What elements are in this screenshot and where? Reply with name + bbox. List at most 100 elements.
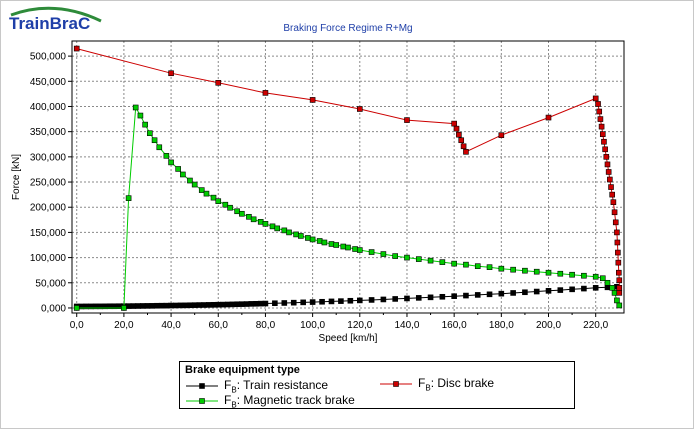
data-point-1 — [234, 208, 240, 215]
data-point-1 — [293, 231, 299, 238]
data-point-0 — [220, 301, 226, 308]
data-point-0 — [439, 293, 446, 300]
data-point-0 — [498, 290, 505, 297]
data-point-1 — [132, 104, 139, 111]
data-point-2 — [262, 90, 269, 96]
data-point-1 — [592, 273, 599, 280]
data-point-1 — [316, 238, 323, 244]
data-point-1 — [321, 239, 328, 246]
data-point-1 — [333, 242, 340, 248]
data-point-1 — [486, 264, 493, 270]
legend-label-text: : Magnetic track brake — [236, 393, 355, 407]
data-point-1 — [415, 256, 422, 262]
data-point-2 — [168, 70, 174, 77]
data-point-2 — [498, 132, 505, 138]
trainbrac-logo: TrainBraC — [9, 6, 102, 33]
data-point-1 — [142, 121, 148, 128]
data-point-1 — [569, 271, 575, 278]
data-point-1 — [168, 159, 174, 166]
data-point-2 — [604, 161, 611, 168]
data-point-2 — [458, 137, 465, 144]
data-point-1 — [352, 246, 358, 252]
data-point-1 — [239, 210, 245, 217]
data-point-1 — [227, 204, 233, 211]
plot-area — [72, 41, 624, 313]
x-tick-label: 180,0 — [489, 320, 514, 331]
data-point-1 — [191, 181, 198, 188]
data-point-2 — [404, 117, 410, 123]
data-point-2 — [615, 249, 621, 256]
data-point-1 — [557, 270, 564, 277]
legend-title: Brake equipment type — [185, 364, 300, 376]
data-point-2 — [601, 138, 607, 145]
data-point-2 — [451, 120, 457, 127]
legend-label: FB: Disc brake — [418, 376, 494, 392]
data-point-2 — [309, 97, 316, 103]
data-point-2 — [607, 176, 613, 183]
data-point-0 — [234, 301, 240, 308]
y-tick-label: 450,000 — [30, 77, 67, 88]
legend-swatch — [186, 398, 218, 404]
data-point-1 — [137, 112, 144, 119]
data-point-0 — [139, 303, 146, 309]
y-tick-label: 350,000 — [30, 127, 67, 138]
data-point-0 — [474, 292, 481, 298]
data-point-1 — [147, 130, 153, 136]
data-point-1 — [156, 144, 163, 151]
data-point-1 — [356, 247, 363, 253]
legend-item-disc-brake: FB: Disc brake — [378, 376, 494, 392]
data-point-0 — [243, 301, 250, 307]
data-point-2 — [609, 191, 616, 198]
data-point-0 — [224, 301, 231, 308]
data-point-1 — [198, 187, 205, 193]
data-point-0 — [319, 298, 325, 305]
data-point-1 — [474, 263, 481, 269]
data-point-1 — [581, 272, 587, 279]
data-point-1 — [498, 265, 505, 272]
x-tick-label: 80,0 — [256, 320, 276, 331]
braking-force-chart: Braking Force Regime R+Mg 0,0 20,0 40,0 60,0… — [11, 23, 625, 344]
data-point-1 — [163, 153, 170, 159]
data-point-0 — [338, 298, 344, 304]
data-point-1 — [510, 266, 516, 273]
logo-arc — [10, 6, 102, 23]
legend-swatch — [380, 381, 412, 387]
data-point-0 — [569, 286, 575, 293]
x-tick-label: 140,0 — [394, 320, 419, 331]
legend-label-text: : Disc brake — [430, 376, 495, 390]
data-point-0 — [581, 285, 587, 292]
data-point-0 — [262, 300, 269, 307]
y-tick-label: 50,000 — [35, 278, 66, 289]
data-point-1 — [345, 244, 351, 251]
data-point-1 — [274, 225, 281, 232]
plot-border — [71, 40, 625, 314]
data-point-1 — [298, 233, 304, 239]
x-tick-label: 20,0 — [114, 320, 134, 331]
x-tick-label: 220,0 — [583, 320, 608, 331]
data-point-2 — [615, 259, 622, 266]
data-point-0 — [206, 302, 212, 308]
data-point-1 — [309, 236, 316, 243]
data-point-0 — [392, 296, 398, 302]
data-point-0 — [130, 303, 137, 309]
data-point-0 — [229, 301, 236, 308]
data-point-0 — [451, 293, 457, 299]
data-point-2 — [611, 209, 618, 216]
data-point-1 — [73, 305, 80, 311]
data-point-2 — [596, 108, 603, 115]
data-point-2 — [460, 143, 467, 150]
data-point-0 — [272, 300, 278, 307]
data-point-0 — [144, 303, 151, 309]
data-point-0 — [239, 301, 245, 307]
data-point-1 — [210, 194, 217, 201]
data-point-1 — [151, 137, 158, 144]
y-tick-label: 250,000 — [30, 178, 67, 189]
data-point-1 — [533, 268, 540, 275]
data-point-0 — [463, 292, 469, 299]
data-point-1 — [522, 267, 528, 274]
data-point-1 — [215, 198, 222, 204]
data-point-1 — [246, 213, 252, 220]
data-point-2 — [453, 125, 460, 132]
legend-swatch-marker — [393, 381, 399, 387]
